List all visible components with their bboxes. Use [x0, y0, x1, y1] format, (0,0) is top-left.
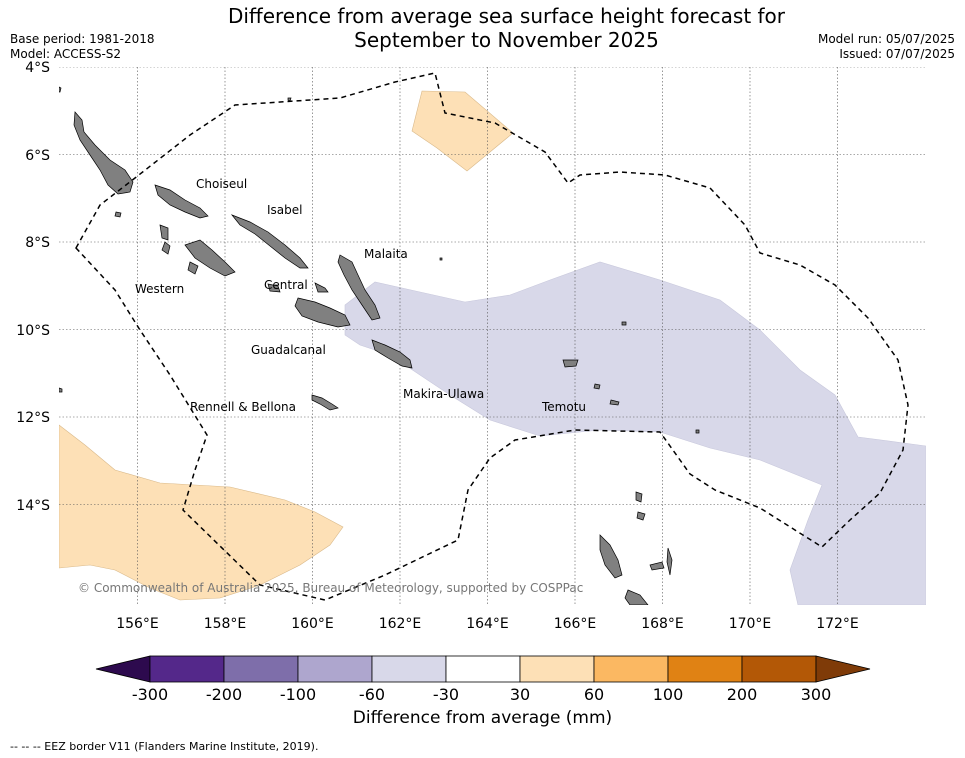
colorbar-title: Difference from average (mm)	[352, 708, 613, 728]
vella-lavella	[159, 224, 169, 241]
torres-islands	[635, 491, 643, 503]
colorbar-bin-3	[297, 655, 373, 683]
colorbar	[95, 655, 871, 683]
svg-text:-60: -60	[359, 685, 385, 704]
guadalcanal-island	[294, 297, 351, 328]
gridlines	[59, 67, 926, 605]
colorbar-bin-1	[149, 655, 225, 683]
svg-text:164°E: 164°E	[466, 616, 509, 632]
malekula	[624, 589, 649, 605]
svg-text:10°S: 10°S	[16, 323, 50, 339]
copyright-notice: © Commonwealth of Australia 2025, Bureau…	[78, 581, 583, 595]
svg-text:166°E: 166°E	[554, 616, 597, 632]
makira-island	[371, 339, 413, 369]
banks-islands	[636, 511, 646, 521]
svg-text:-300: -300	[132, 685, 168, 704]
svg-text:162°E: 162°E	[379, 616, 422, 632]
colorbar-bin-2	[223, 655, 299, 683]
model-name: Model: ACCESS-S2	[10, 47, 122, 61]
chart-title: Difference from average sea surface heig…	[0, 4, 965, 52]
negative-anomaly-region	[344, 261, 926, 605]
svg-text:4°S: 4°S	[25, 60, 50, 76]
eez-border	[75, 72, 909, 601]
label-choiseul: Choiseul	[196, 177, 247, 191]
colorbar-bin-9	[741, 655, 817, 683]
label-central: Central	[264, 278, 308, 292]
label-rennell-bellona: Rennell & Bellona	[190, 400, 296, 414]
svg-text:8°S: 8°S	[25, 235, 50, 251]
treasury-island	[59, 387, 63, 393]
label-guadalcanal: Guadalcanal	[251, 343, 326, 357]
colorbar-extend-high	[815, 655, 871, 683]
nissan-island	[59, 86, 62, 93]
colorbar-bin-5	[445, 655, 521, 683]
meta-right: Model run: 05/07/2025 Issued: 07/07/2025	[818, 32, 955, 62]
svg-text:158°E: 158°E	[204, 616, 247, 632]
eez-footnote: -- -- -- EEZ border V11 (Flanders Marine…	[10, 740, 319, 753]
ranongga	[161, 241, 171, 255]
malaita-island	[337, 254, 381, 321]
colorbar-bin-7	[593, 655, 669, 683]
pentecost	[666, 547, 673, 576]
isabel-island	[230, 214, 309, 269]
sikaiana	[439, 257, 443, 261]
colorbar-bin-4	[371, 655, 447, 683]
longitude-labels: 156°E 158°E 160°E 162°E 164°E 166°E 168°…	[116, 616, 859, 632]
issued-date: Issued: 07/07/2025	[839, 47, 955, 61]
title-line-1: Difference from average sea surface heig…	[227, 4, 786, 28]
svg-text:-100: -100	[280, 685, 316, 704]
svg-text:14°S: 14°S	[16, 498, 50, 514]
land-masses	[59, 86, 700, 605]
tikopia	[695, 429, 700, 434]
base-period: Base period: 1981-2018	[10, 32, 155, 46]
bougainville-island	[73, 111, 134, 195]
duff-islands	[621, 321, 627, 326]
label-malaita: Malaita	[364, 247, 408, 261]
russell-islands	[267, 283, 281, 293]
colorbar-ticks: -300 -200 -100 -60 -30 30 60 100 200 300	[132, 685, 831, 704]
svg-text:12°S: 12°S	[16, 410, 50, 426]
choiseul-island	[154, 184, 209, 219]
svg-text:170°E: 170°E	[729, 616, 772, 632]
map-area: Choiseul Isabel Malaita Western Central …	[59, 67, 926, 605]
svg-text:60: 60	[584, 685, 604, 704]
label-makira-ulawa: Makira-Ulawa	[403, 387, 484, 401]
svg-text:200: 200	[727, 685, 758, 704]
florida-islands	[314, 282, 329, 293]
rendova	[187, 261, 199, 275]
latitude-labels: 4°S 6°S 8°S 10°S 12°S 14°S	[16, 60, 50, 514]
meta-left: Base period: 1981-2018 Model: ACCESS-S2	[10, 32, 155, 62]
maewo	[649, 561, 665, 571]
positive-anomaly-region-north	[411, 90, 514, 172]
vanikoro	[609, 399, 620, 406]
svg-text:160°E: 160°E	[291, 616, 334, 632]
svg-text:168°E: 168°E	[641, 616, 684, 632]
svg-text:300: 300	[801, 685, 832, 704]
svg-text:-200: -200	[206, 685, 242, 704]
colorbar-bin-6	[519, 655, 595, 683]
svg-text:172°E: 172°E	[816, 616, 859, 632]
svg-text:30: 30	[510, 685, 530, 704]
santa-cruz-island	[562, 359, 579, 368]
svg-text:156°E: 156°E	[116, 616, 159, 632]
positive-anomaly-region-southwest	[59, 424, 344, 601]
svg-text:6°S: 6°S	[25, 148, 50, 164]
colorbar-bin-8	[667, 655, 743, 683]
label-temotu: Temotu	[541, 400, 586, 414]
title-line-2: September to November 2025	[354, 28, 659, 52]
label-isabel: Isabel	[267, 203, 302, 217]
new-georgia-group	[184, 239, 236, 277]
utupua	[593, 383, 601, 390]
label-western: Western	[135, 282, 184, 296]
colorbar-extend-low	[95, 655, 151, 683]
svg-text:-30: -30	[433, 685, 459, 704]
espiritu-santo	[599, 534, 623, 579]
model-run: Model run: 05/07/2025	[817, 32, 955, 46]
rennell-island	[311, 394, 339, 411]
shortland-islands	[114, 211, 122, 218]
svg-text:100: 100	[653, 685, 684, 704]
province-labels: Choiseul Isabel Malaita Western Central …	[135, 177, 586, 414]
